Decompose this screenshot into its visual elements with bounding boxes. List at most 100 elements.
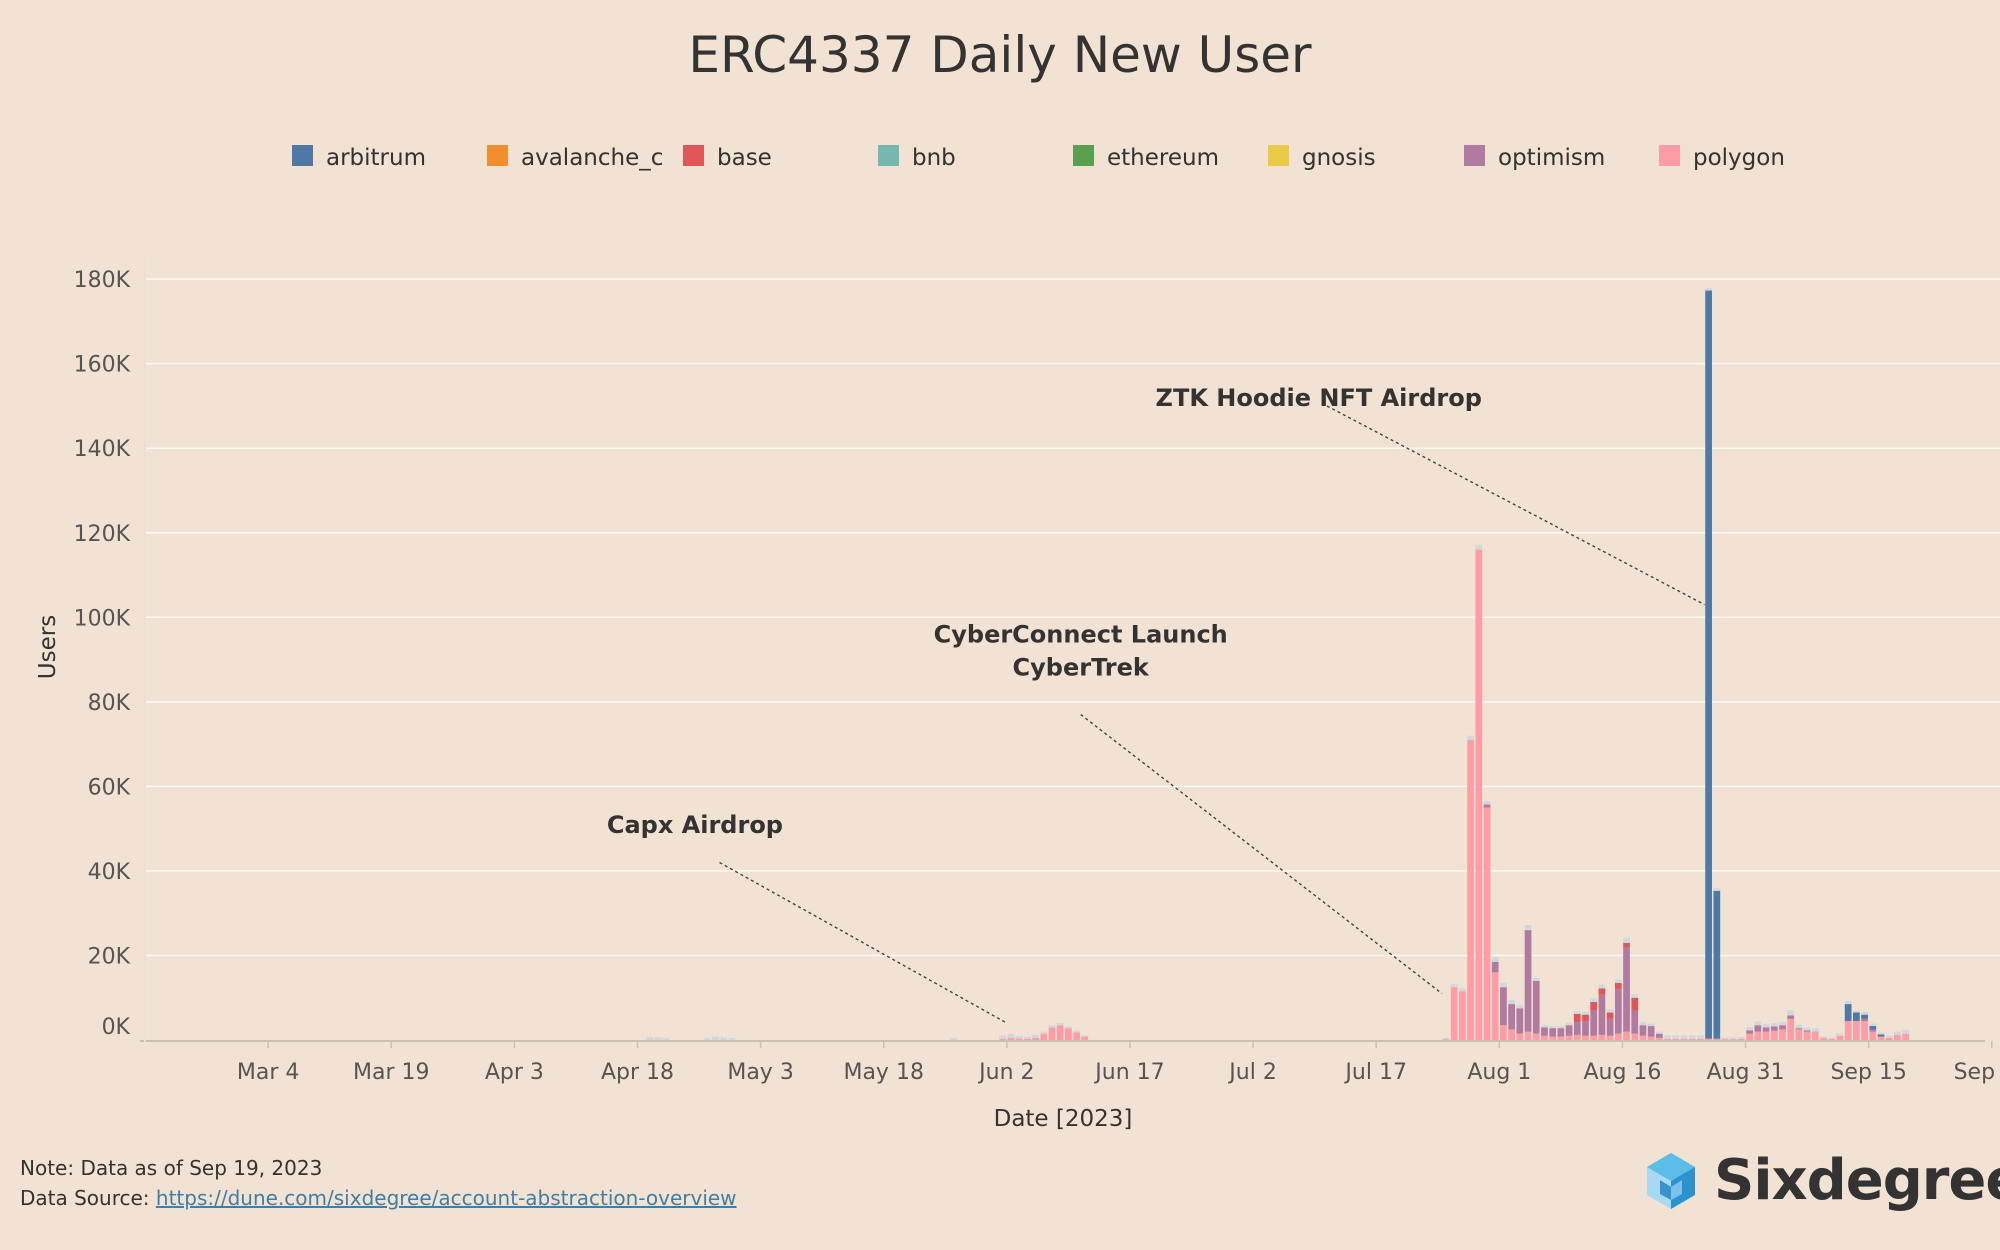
legend-label: base: [717, 145, 772, 171]
bar-segment-polygon: [1820, 1037, 1827, 1040]
bar-segment-other: [1795, 1024, 1803, 1029]
bar-2023-08-11: [1582, 1011, 1589, 1040]
bar-segment-base: [1582, 1014, 1589, 1021]
data-source-label: Data Source:: [20, 1186, 156, 1210]
gridlines: [145, 278, 2000, 957]
bar-2023-08-05: [1532, 977, 1540, 1040]
footer-note: Note: Data as of Sep 19, 2023 Data Sourc…: [20, 1153, 737, 1213]
bar-segment-arbitrum: [1861, 1014, 1868, 1019]
bar-segment-other: [1606, 1009, 1614, 1013]
bar-segment-polygon: [1680, 1038, 1688, 1040]
bar-segment-optimism: [1549, 1028, 1557, 1037]
bar-2023-07-25: [1442, 1037, 1450, 1040]
bar-segment-polygon: [1713, 1038, 1721, 1040]
bar-segment-arbitrum: [1713, 890, 1721, 1039]
bar-2023-09-07: [1803, 1027, 1811, 1040]
data-as-of-note: Note: Data as of Sep 19, 2023: [20, 1156, 323, 1180]
bar-2023-08-27: [1713, 888, 1721, 1040]
bar-2023-08-24: [1688, 1035, 1696, 1040]
bar-segment-optimism: [1623, 947, 1630, 1032]
bar-segment-base: [1614, 982, 1622, 990]
bar-segment-other: [1894, 1031, 1901, 1035]
bar-segment-other: [1656, 1031, 1663, 1034]
x-tick-label: Jun 2: [977, 1060, 1034, 1085]
bar-2023-05-26: [950, 1037, 957, 1040]
bar-segment-other: [1475, 545, 1483, 550]
bar-segment-polygon: [1877, 1036, 1885, 1040]
bar-segment-polygon: [1524, 1031, 1532, 1040]
hexagon-cluster-icon: [1647, 1152, 1695, 1209]
bar-segment-polygon: [1475, 549, 1483, 1040]
y-tick-label: 180K: [74, 268, 131, 293]
bar-2023-08-07: [1549, 1026, 1557, 1040]
bar-segment-polygon: [1040, 1033, 1048, 1040]
bar-segment-other: [1885, 1035, 1893, 1038]
y-tick-label: 120K: [74, 522, 131, 547]
bar-segment-other: [1828, 1037, 1836, 1039]
bar-segment-other: [1565, 1022, 1573, 1026]
bar-segment-other: [1738, 1037, 1745, 1039]
bar-segment-other: [1623, 937, 1630, 943]
bar-2023-08-13: [1598, 984, 1606, 1040]
y-tick-label: 20K: [88, 944, 131, 969]
data-source-link[interactable]: https://dune.com/sixdegree/account-abstr…: [155, 1186, 737, 1210]
bar-segment-other: [1056, 1023, 1064, 1026]
bar-2023-08-23: [1680, 1035, 1688, 1040]
bar-segment-polygon: [1065, 1028, 1072, 1040]
bar-segment-optimism: [1647, 1026, 1655, 1037]
bar-segment-other: [1573, 1011, 1581, 1014]
bar-2023-09-16: [1877, 1032, 1885, 1040]
bar-segment-optimism: [1573, 1022, 1581, 1035]
bar-2023-08-28: [1721, 1037, 1729, 1040]
annotations: ZTK Hoodie NFT Airdrop CyberConnect Launc…: [607, 384, 1705, 1024]
bar-segment-other: [1639, 1022, 1647, 1026]
bar-segment-polygon: [1672, 1038, 1680, 1040]
bar-2023-04-21: [662, 1038, 670, 1040]
x-axis-ticks: Mar 4 Mar 19 Apr 3 Apr 18 May 3 May 18 Jun 2 Ju…: [237, 1041, 2000, 1085]
bar-segment-other: [1762, 1023, 1770, 1028]
bar-2023-08-09: [1565, 1022, 1573, 1040]
bar-2023-09-11: [1836, 1033, 1844, 1040]
bar-segment-other: [1590, 998, 1598, 1002]
bar-2023-08-18: [1639, 1022, 1647, 1040]
bar-segment-polygon: [1573, 1034, 1581, 1040]
bar-segment-optimism: [1787, 1015, 1795, 1019]
x-tick-label: Apr 18: [601, 1060, 674, 1085]
bar-segment-other: [662, 1038, 670, 1040]
y-tick-label: 40K: [88, 860, 131, 885]
bar-segment-polygon: [1697, 1038, 1704, 1040]
x-tick-label: May 3: [727, 1060, 793, 1085]
bar-segment-polygon: [1073, 1032, 1080, 1040]
bar-segment-polygon: [1852, 1020, 1860, 1040]
bar-2023-08-26: [1705, 288, 1712, 1040]
bar-segment-base: [1590, 1001, 1598, 1011]
bar-segment-other: [1524, 925, 1532, 931]
bar-2023-06-05: [1032, 1034, 1039, 1040]
bar-segment-other: [1688, 1035, 1696, 1039]
annotation-2: Capx Airdrop: [607, 811, 1008, 1024]
bar-segment-other: [1902, 1029, 1909, 1034]
annotation-leader-line: [719, 861, 1008, 1024]
bar-segment-arbitrum: [1852, 1012, 1860, 1021]
bar-segment-other: [1015, 1035, 1023, 1039]
bar-segment-polygon: [1007, 1037, 1015, 1040]
bar-segment-polygon: [1541, 1035, 1548, 1040]
legend-item-gnosis: gnosis: [1268, 145, 1376, 171]
bar-segment-other: [1852, 1010, 1860, 1013]
bar-2023-09-13: [1852, 1010, 1860, 1040]
bar-segment-other: [1869, 1023, 1877, 1027]
x-tick-label: Mar 19: [353, 1060, 430, 1085]
bar-segment-optimism: [1598, 994, 1606, 1035]
bar-segment-polygon: [1787, 1018, 1795, 1040]
bar-segment-polygon: [1491, 972, 1499, 1040]
bar-segment-optimism: [1861, 1018, 1868, 1021]
legend: arbitrum avalanche_c base bnb ethereum gnosis…: [292, 145, 1785, 171]
bar-segment-other: [1582, 1011, 1589, 1015]
bar-segment-optimism: [1754, 1025, 1762, 1032]
bar-segment-optimism: [1770, 1026, 1778, 1031]
bar-segment-optimism: [1524, 930, 1532, 1032]
bar-segment-other: [1450, 983, 1458, 988]
bar-segment-other: [1705, 288, 1712, 291]
bar-segment-other: [720, 1037, 728, 1040]
bar-segment-optimism: [1532, 980, 1540, 1034]
